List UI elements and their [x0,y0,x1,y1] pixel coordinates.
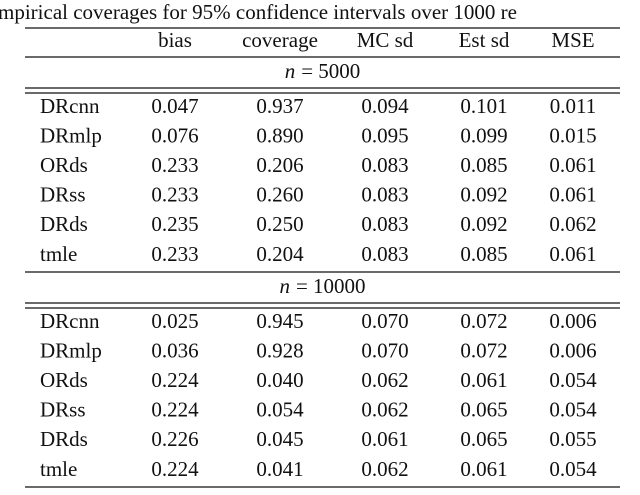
cell: 0.095 [361,123,408,147]
cell: 0.092 [460,183,507,207]
cell: 0.226 [151,427,198,451]
cell: 0.025 [151,309,198,333]
cell: 0.224 [151,368,199,392]
cell: 0.233 [151,153,198,177]
cell: 0.036 [151,338,198,362]
cell: 0.224 [151,398,199,422]
cell: 0.070 [361,309,408,333]
cell: 0.047 [151,94,198,118]
cell: 0.099 [460,123,507,147]
row-label: tmle [40,457,77,481]
cell: 0.015 [549,123,596,147]
row-label: ORds [40,153,88,177]
cell: 0.085 [460,242,507,266]
cell: 0.928 [256,338,303,362]
cell: 0.062 [549,212,596,236]
row-label: DRss [40,183,86,207]
cell: 0.937 [256,94,303,118]
cell: 0.054 [549,368,597,392]
cell: 0.204 [256,242,304,266]
caption: mpirical coverages for 95% confidence in… [0,0,517,24]
column-header: coverage [242,28,318,52]
row-label: DRmlp [40,338,102,362]
row-label: DRds [40,427,88,451]
cell: 0.101 [460,94,507,118]
cell: 0.040 [256,368,303,392]
cell: 0.233 [151,242,198,266]
cell: 0.006 [549,338,596,362]
cell: 0.072 [460,309,507,333]
section-text: = 5000 [301,59,360,83]
cell: 0.235 [151,212,198,236]
cell: 0.233 [151,183,198,207]
section-text: = 10000 [296,274,366,298]
cell: 0.061 [361,427,408,451]
cell: 0.061 [549,153,596,177]
cell: 0.065 [460,427,507,451]
row-label: DRcnn [40,94,100,118]
section-variable: n [285,59,296,83]
cell: 0.076 [151,123,198,147]
row-label: tmle [40,242,77,266]
cell: 0.061 [460,368,507,392]
cell: 0.072 [460,338,507,362]
cell: 0.041 [256,457,303,481]
cell: 0.065 [460,398,507,422]
cell: 0.061 [549,183,596,207]
section-label: n = 5000 [285,59,361,83]
section-label: n = 10000 [279,274,365,298]
row-label: DRss [40,398,86,422]
column-header: bias [158,28,192,52]
row-label: DRcnn [40,309,100,333]
cell: 0.083 [361,242,408,266]
row-label: DRds [40,212,88,236]
row-label: ORds [40,368,88,392]
cell: 0.061 [460,457,507,481]
cell: 0.062 [361,457,408,481]
cell: 0.085 [460,153,507,177]
cell: 0.083 [361,212,408,236]
cell: 0.054 [256,398,304,422]
cell: 0.945 [256,309,303,333]
cell: 0.083 [361,183,408,207]
cell: 0.006 [549,309,596,333]
section-variable: n [279,274,290,298]
cell: 0.070 [361,338,408,362]
cell: 0.094 [361,94,409,118]
cell: 0.260 [256,183,303,207]
cell: 0.224 [151,457,199,481]
cell: 0.062 [361,368,408,392]
cell: 0.054 [549,398,597,422]
cell: 0.250 [256,212,303,236]
cell: 0.062 [361,398,408,422]
cell: 0.055 [549,427,596,451]
column-header: Est sd [459,28,510,52]
cell: 0.092 [460,212,507,236]
column-header: MSE [551,28,594,52]
cell: 0.890 [256,123,303,147]
column-header: MC sd [357,28,414,52]
cell: 0.011 [550,94,596,118]
cell: 0.083 [361,153,408,177]
cell: 0.054 [549,457,597,481]
cell: 0.045 [256,427,303,451]
cell: 0.206 [256,153,303,177]
cell: 0.061 [549,242,596,266]
row-label: DRmlp [40,123,102,147]
